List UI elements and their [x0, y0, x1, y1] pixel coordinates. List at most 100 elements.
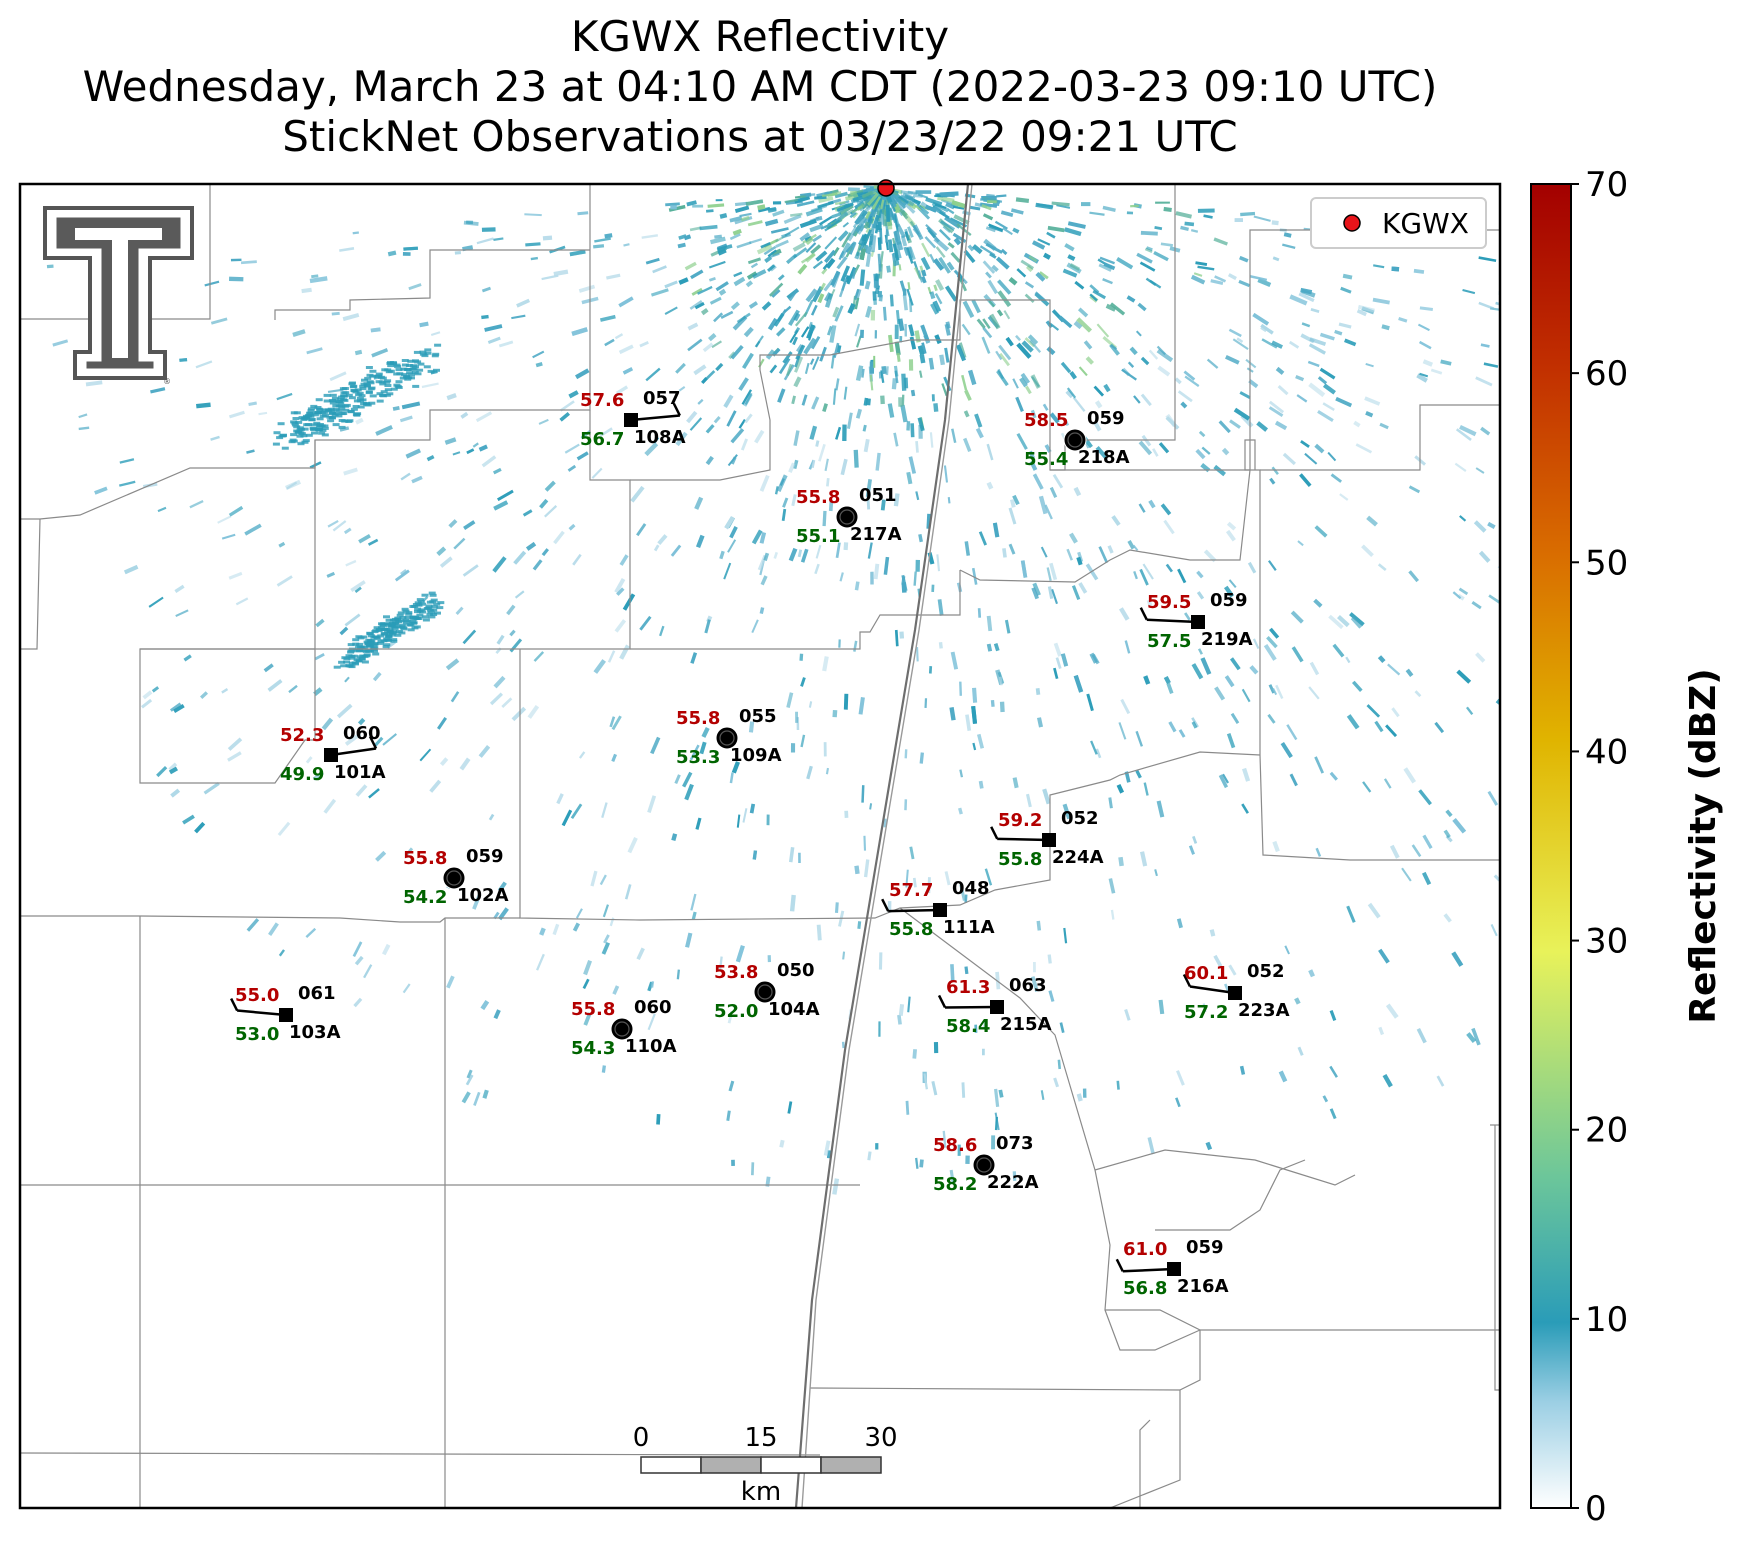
station-plot: 61.0 059 56.8 216A [1115, 1237, 1229, 1299]
station-dewpoint: 55.1 [796, 526, 840, 547]
station-plot: 57.6 057 56.7 108A [580, 388, 686, 450]
scalebar-unit: km [741, 1477, 781, 1507]
map-frame [18, 182, 1502, 1510]
colorbar-tick-label: 70 [1585, 165, 1628, 205]
station-temperature: 57.7 [889, 880, 933, 901]
texas-tech-logo: ® [43, 206, 194, 386]
station-marker [279, 1008, 293, 1022]
station-temperature: 55.0 [235, 985, 279, 1006]
colorbar-gradient [1530, 183, 1572, 1509]
colorbar-tick-label: 0 [1585, 1489, 1607, 1529]
colorbar-label: Reflectivity (dBZ) [1683, 668, 1724, 1023]
station-pressure: 060 [343, 723, 381, 744]
wind-barb-flag [1139, 607, 1148, 621]
wind-barb-shaft [1189, 985, 1236, 995]
station-temperature: 58.6 [933, 1135, 977, 1156]
wind-barb-flag [672, 402, 681, 417]
station-dewpoint: 49.9 [280, 764, 324, 785]
station-id: 111A [943, 917, 995, 938]
station-plot: 52.3 060 49.9 101A [280, 723, 386, 785]
station-id: 101A [334, 762, 386, 783]
station-pressure: 059 [1210, 590, 1248, 611]
station-marker [1167, 1262, 1181, 1276]
station-temperature: 55.8 [403, 848, 447, 869]
station-id: 219A [1201, 629, 1253, 650]
reflectivity-layer [46, 184, 1500, 1195]
station-marker [624, 413, 638, 427]
station-temperature: 55.8 [571, 999, 615, 1020]
station-plot: 61.3 063 58.4 215A [937, 975, 1052, 1037]
station-plot: 55.8 059 54.2 102A [403, 846, 509, 908]
station-dewpoint: 58.2 [933, 1174, 977, 1195]
station-pressure: 052 [1247, 961, 1285, 982]
station-marker [1191, 615, 1205, 629]
station-pressure: 055 [739, 706, 777, 727]
station-marker [1228, 986, 1242, 1000]
scale-bar: 0 15 30 km [633, 1423, 898, 1507]
station-dewpoint: 54.3 [571, 1038, 615, 1059]
scalebar-tick-0: 0 [633, 1423, 650, 1453]
station-pressure: 063 [1009, 975, 1047, 996]
station-marker [1042, 833, 1056, 847]
colorbar: 0 10 20 30 40 50 60 70 Reflectivity (dBZ) [1530, 165, 1724, 1529]
calm-wind-circle [715, 726, 739, 750]
station-temperature: 52.3 [280, 725, 324, 746]
station-id: 110A [625, 1036, 677, 1057]
calm-wind-circle [753, 980, 777, 1004]
station-dewpoint: 55.8 [998, 849, 1042, 870]
colorbar-tick-label: 10 [1585, 1300, 1628, 1340]
wind-barb-shaft [1122, 1267, 1175, 1273]
station-plot: 59.2 052 55.8 224A [990, 808, 1104, 870]
colorbar-tick-label: 60 [1585, 354, 1628, 394]
station-id: 223A [1238, 1000, 1290, 1021]
wind-barb-shaft [237, 1009, 287, 1017]
wind-barb-flag [1115, 1258, 1124, 1272]
station-id: 108A [634, 427, 686, 448]
station-pressure: 061 [298, 983, 336, 1004]
station-dewpoint: 52.0 [714, 1001, 758, 1022]
wind-barb-flag [881, 898, 890, 912]
station-id: 102A [457, 885, 509, 906]
map-panel [20, 184, 1500, 1508]
station-plot: 55.8 060 54.3 110A [571, 997, 677, 1059]
station-pressure: 057 [643, 388, 681, 409]
station-temperature: 55.8 [676, 708, 720, 729]
map-legend: KGWX [1310, 197, 1487, 249]
station-temperature: 61.0 [1123, 1239, 1167, 1260]
station-id: 103A [289, 1022, 341, 1043]
station-marker [990, 1000, 1004, 1014]
scalebar-tick-30: 30 [864, 1423, 897, 1453]
station-temperature: 59.5 [1147, 592, 1191, 613]
wind-barb-shaft [997, 837, 1050, 842]
station-plot: 55.8 055 53.3 109A [676, 706, 782, 768]
colorbar-tick-label: 30 [1585, 922, 1628, 962]
station-pressure: 050 [777, 960, 815, 981]
colorbar-tick-label: 40 [1585, 732, 1628, 772]
station-marker [324, 748, 338, 762]
calm-wind-circle [1063, 428, 1087, 452]
station-temperature: 61.3 [946, 977, 990, 998]
station-pressure: 073 [996, 1133, 1034, 1154]
colorbar-tick-label: 20 [1585, 1111, 1628, 1151]
legend-label: KGWX [1382, 207, 1469, 240]
station-plot: 53.8 050 52.0 104A [714, 960, 820, 1022]
station-id: 104A [768, 999, 820, 1020]
station-temperature: 60.1 [1184, 963, 1228, 984]
legend-marker-icon [1343, 214, 1361, 232]
station-dewpoint: 56.7 [580, 429, 624, 450]
station-pressure: 059 [1087, 408, 1125, 429]
station-temperature: 59.2 [998, 810, 1042, 831]
station-dewpoint: 56.8 [1123, 1278, 1167, 1299]
station-pressure: 052 [1061, 808, 1099, 829]
station-plot: 57.7 048 55.8 111A [881, 878, 995, 940]
wind-barb-flag [937, 994, 947, 1009]
station-dewpoint: 53.0 [235, 1024, 279, 1045]
radar-site-marker [877, 179, 895, 197]
calm-wind-circle [835, 505, 859, 529]
station-plot: 58.5 059 55.4 218A [1024, 408, 1130, 470]
interstate-road [794, 184, 973, 1508]
wind-barb-flag [368, 735, 378, 750]
station-plot: 60.1 052 57.2 223A [1182, 961, 1290, 1023]
wind-barb-shaft [1146, 618, 1199, 624]
